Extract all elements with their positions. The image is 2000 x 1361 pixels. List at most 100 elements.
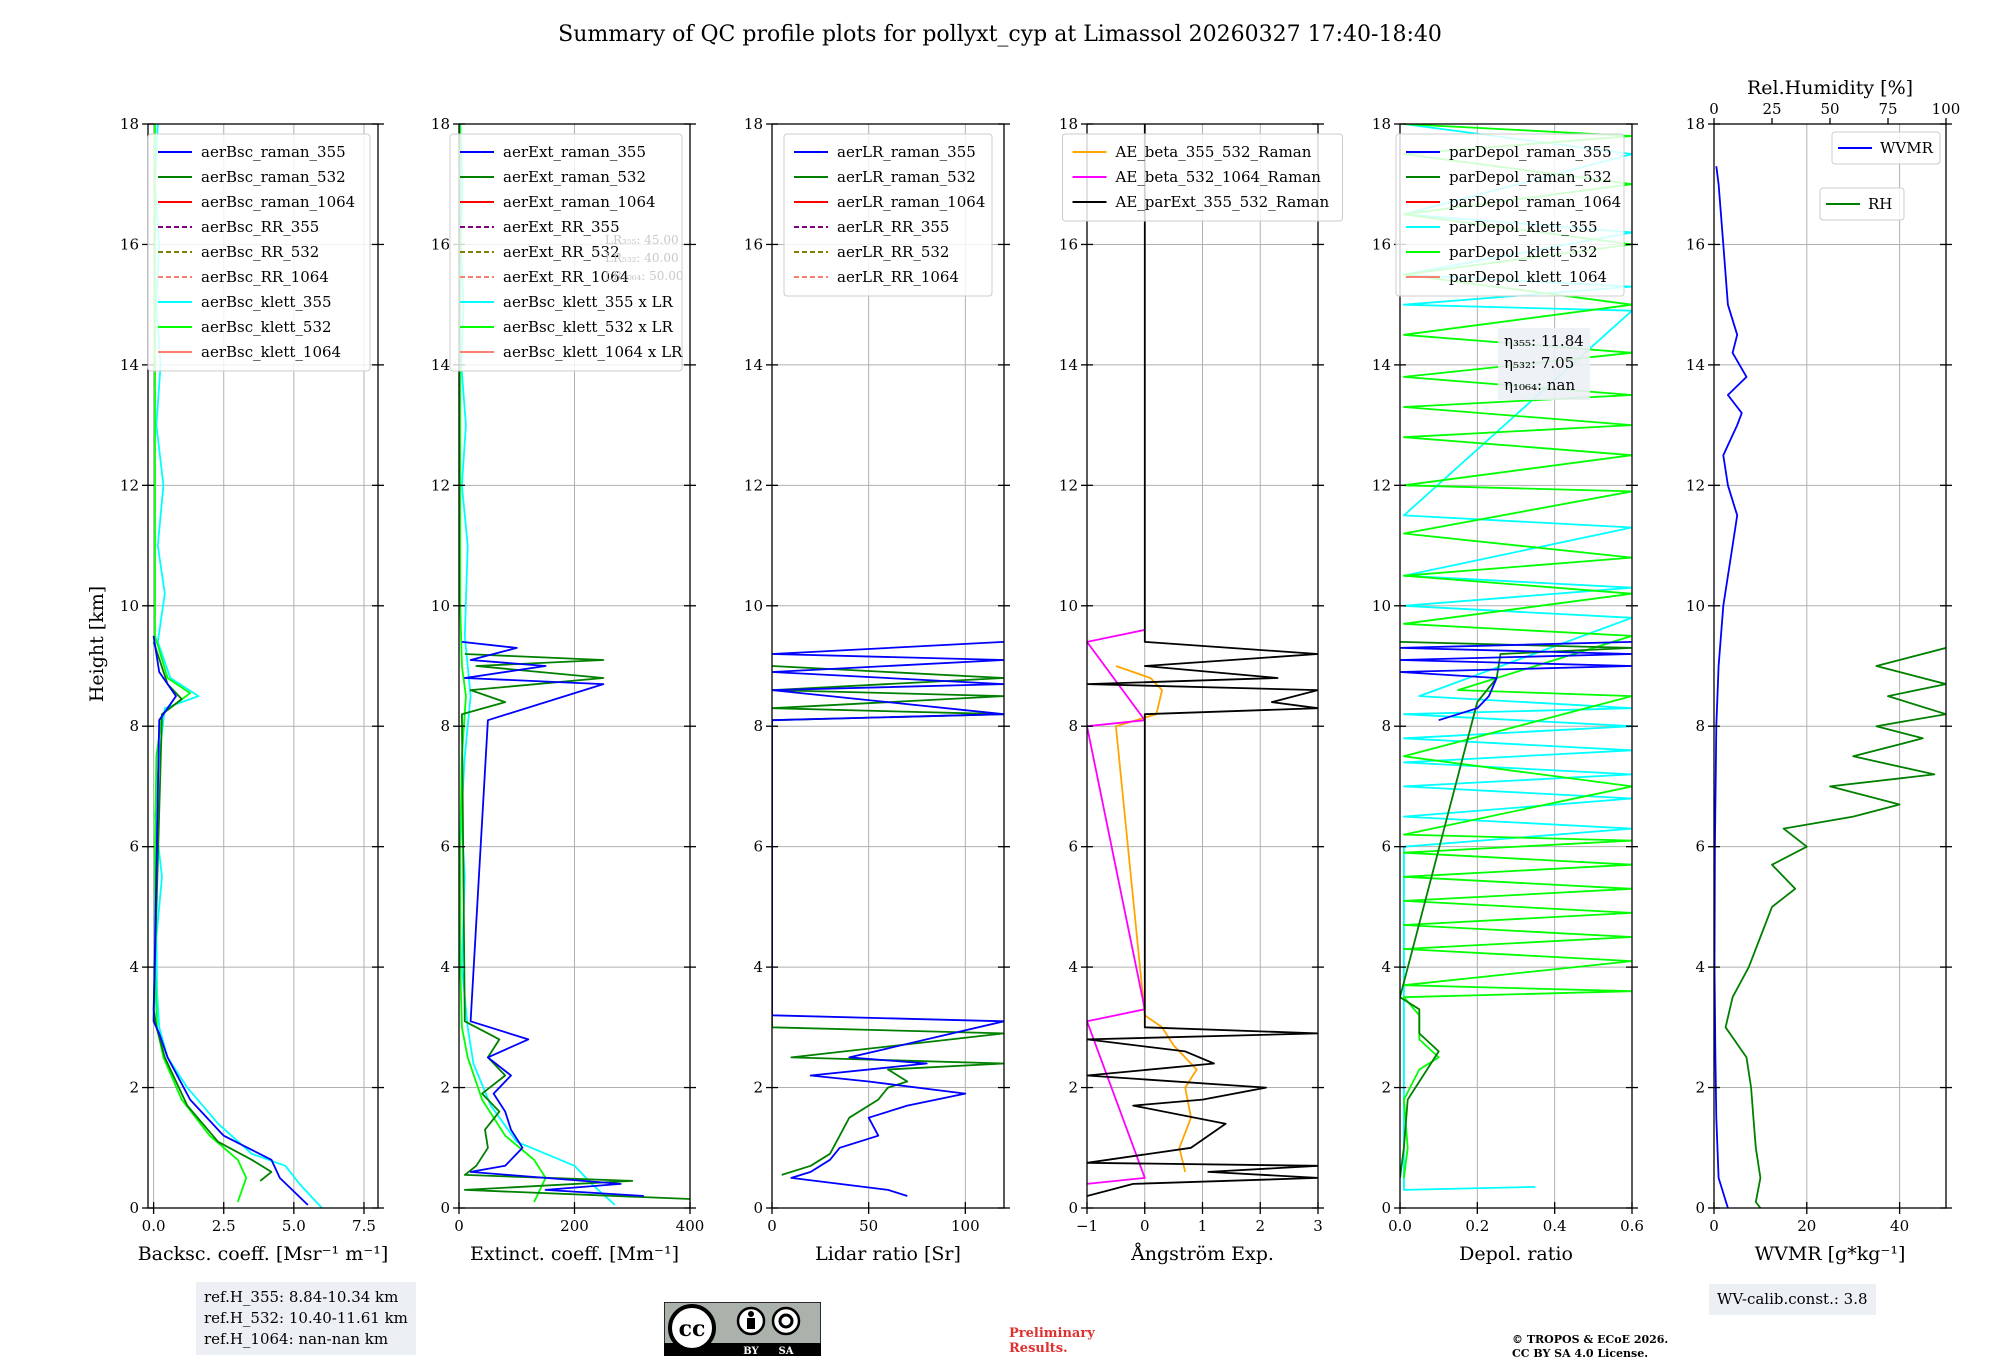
y-tick-label: 12 (431, 476, 450, 494)
y-tick-label: 8 (753, 717, 763, 735)
axes-frame (147, 123, 379, 1209)
y-tick-label: 16 (1059, 235, 1078, 253)
legend-label: RH (1868, 195, 1892, 213)
x-axis-label: Ångström Exp. (1130, 1243, 1274, 1265)
legend-label: WVMR (1880, 139, 1934, 157)
x-tick-label: 50 (859, 1217, 878, 1235)
top-axis-label: Rel.Humidity [%] (1747, 77, 1913, 99)
y-tick-label: 18 (1686, 115, 1705, 133)
y-tick-label: 18 (744, 115, 763, 133)
x-tick-label: 100 (951, 1217, 980, 1235)
y-tick-label: 10 (431, 597, 450, 615)
y-tick-label: 8 (1695, 717, 1705, 735)
legend-label: aerLR_raman_1064 (837, 193, 985, 211)
y-tick-label: 0 (1381, 1199, 1391, 1217)
series-aerBsc_klett_532 x LR (459, 124, 547, 1203)
y-tick-label: 14 (120, 356, 139, 374)
y-tick-label: 6 (753, 838, 763, 856)
series-group (772, 641, 1004, 1197)
series-aerBsc_raman_355 (152, 635, 309, 1206)
ref-height-1064: ref.H_1064: nan-nan km (204, 1330, 389, 1348)
x-tick-label: 5.0 (282, 1217, 306, 1235)
y-tick-label: 2 (1695, 1079, 1705, 1097)
x-tick-label: 2.5 (212, 1217, 236, 1235)
panel-5: 0 2 4 6 8 10 12 14 16 18 0.0 0.2 0.4 0.6 Depol. ratio p… (1372, 115, 1644, 1265)
ref-height-532: ref.H_532: 10.40-11.61 km (204, 1309, 408, 1327)
x-tick-label: 1 (1198, 1217, 1208, 1235)
x-tick-label: 0 (1709, 1217, 1719, 1235)
y-tick-label: 6 (1381, 838, 1391, 856)
series-aerLR_raman_532 (772, 665, 1004, 1176)
series-aerLR_raman_355 (772, 641, 1004, 1197)
copyright-note: © TROPOS & ECoE 2026. CC BY SA 4.0 Licen… (1512, 1333, 1668, 1361)
legend-label: aerLR_raman_532 (837, 168, 976, 186)
y-tick-label: 12 (1372, 476, 1391, 494)
y-tick-label: 4 (1068, 958, 1078, 976)
y-tick-label: 6 (440, 838, 450, 856)
y-tick-label: 10 (744, 597, 763, 615)
preliminary-line-1: Preliminary (1009, 1326, 1095, 1341)
y-tick-label: 10 (120, 597, 139, 615)
series-aerExt_raman_532 (460, 653, 690, 1200)
x-tick-label: 20 (1797, 1217, 1816, 1235)
series-parDepol_klett_532 (1403, 124, 1632, 1179)
annotation-text: LR₁₀₆₄: 50.00 (605, 269, 683, 283)
ref-height-355: ref.H_355: 8.84-10.34 km (204, 1288, 399, 1306)
cc-sa-label: SA (779, 1346, 794, 1356)
y-tick-label: 4 (129, 958, 139, 976)
top-x-tick-label: 50 (1820, 100, 1839, 118)
y-tick-label: 6 (129, 838, 139, 856)
x-tick-label: 0 (1140, 1217, 1150, 1235)
panel-2: 0 2 4 6 8 10 12 14 16 18 0 200 400 Extinct. coeff. [M… (431, 115, 704, 1265)
legend-label: parDepol_raman_355 (1449, 143, 1612, 161)
legend-label: aerExt_raman_355 (503, 143, 646, 161)
y-tick-label: 4 (1381, 958, 1391, 976)
series-parDepol_raman_355 (1400, 641, 1632, 722)
y-tick-label: 12 (1059, 476, 1078, 494)
x-tick-label: 0.6 (1620, 1217, 1644, 1235)
y-tick-label: 2 (1068, 1079, 1078, 1097)
x-tick-label: 0.2 (1465, 1217, 1489, 1235)
cc-by-sa-badge: cc BY SA (663, 1301, 822, 1357)
y-tick-label: 4 (1695, 958, 1705, 976)
legend-label: aerBsc_klett_1064 (201, 343, 341, 361)
legend-label: aerExt_RR_1064 (503, 268, 629, 286)
legend-label: aerBsc_klett_1064 x LR (503, 343, 683, 361)
series-aerExt_raman_355 (461, 641, 644, 1197)
y-tick-label: 8 (1068, 717, 1078, 735)
x-tick-label: 40 (1890, 1217, 1909, 1235)
legend-label: parDepol_klett_355 (1449, 218, 1598, 236)
series-parDepol_raman_532 (1400, 641, 1632, 1179)
y-tick-label: 2 (753, 1079, 763, 1097)
y-tick-label: 18 (120, 115, 139, 133)
y-tick-label: 16 (744, 235, 763, 253)
x-axis-label: Extinct. coeff. [Mm⁻¹] (470, 1243, 679, 1265)
x-tick-label: −1 (1076, 1217, 1098, 1235)
wv-calib-text: WV-calib.const.: 3.8 (1717, 1290, 1868, 1308)
x-tick-label: 7.5 (352, 1217, 376, 1235)
series-AE_beta_355_532_Raman (1115, 665, 1198, 1173)
legend-label: aerLR_raman_355 (837, 143, 976, 161)
y-tick-label: 2 (1381, 1079, 1391, 1097)
legend-box (1395, 133, 1625, 297)
x-axis-label: Lidar ratio [Sr] (815, 1243, 961, 1265)
y-tick-label: 16 (1686, 235, 1705, 253)
y-tick-label: 4 (753, 958, 763, 976)
y-tick-label: 8 (440, 717, 450, 735)
legend-box (1819, 187, 1905, 221)
x-tick-label: 200 (560, 1217, 589, 1235)
annotation-text: η₁₀₆₄: nan (1504, 376, 1575, 394)
x-tick-label: 400 (676, 1217, 705, 1235)
legend-label: AE_beta_355_532_Raman (1115, 143, 1312, 161)
y-tick-label: 12 (120, 476, 139, 494)
cc-by-label: BY (743, 1346, 759, 1356)
legend-label: aerExt_RR_532 (503, 243, 620, 261)
legend-label: aerBsc_RR_355 (201, 218, 319, 236)
series-AE_beta_532_1064_Raman (1087, 629, 1146, 1185)
y-tick-label: 10 (1059, 597, 1078, 615)
top-x-tick-label: 100 (1932, 100, 1961, 118)
legend-label: aerBsc_klett_355 (201, 293, 332, 311)
x-tick-label: 0.0 (142, 1217, 166, 1235)
